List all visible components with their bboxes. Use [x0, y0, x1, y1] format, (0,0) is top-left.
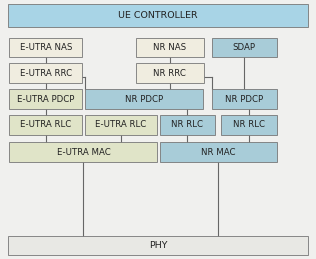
Text: NR MAC: NR MAC: [201, 148, 235, 157]
FancyBboxPatch shape: [9, 89, 82, 109]
Text: NR RRC: NR RRC: [153, 69, 186, 78]
Text: E-UTRA RLC: E-UTRA RLC: [20, 120, 71, 130]
FancyBboxPatch shape: [8, 236, 308, 255]
FancyBboxPatch shape: [85, 115, 157, 135]
Text: NR PDCP: NR PDCP: [225, 95, 263, 104]
Text: NR RLC: NR RLC: [233, 120, 265, 130]
FancyBboxPatch shape: [136, 63, 204, 83]
FancyBboxPatch shape: [212, 89, 276, 109]
Text: E-UTRA NAS: E-UTRA NAS: [20, 43, 72, 52]
FancyBboxPatch shape: [9, 115, 82, 135]
FancyBboxPatch shape: [136, 38, 204, 57]
FancyBboxPatch shape: [9, 38, 82, 57]
Text: UE CONTROLLER: UE CONTROLLER: [118, 11, 198, 20]
Text: PHY: PHY: [149, 241, 167, 250]
Text: E-UTRA RLC: E-UTRA RLC: [95, 120, 147, 130]
FancyBboxPatch shape: [9, 142, 157, 162]
Text: NR RLC: NR RLC: [171, 120, 203, 130]
Text: E-UTRA MAC: E-UTRA MAC: [57, 148, 110, 157]
Text: E-UTRA PDCP: E-UTRA PDCP: [17, 95, 75, 104]
FancyBboxPatch shape: [9, 63, 82, 83]
FancyBboxPatch shape: [8, 4, 308, 27]
FancyBboxPatch shape: [221, 115, 276, 135]
FancyBboxPatch shape: [160, 115, 215, 135]
Text: NR PDCP: NR PDCP: [125, 95, 163, 104]
FancyBboxPatch shape: [212, 38, 276, 57]
Text: E-UTRA RRC: E-UTRA RRC: [20, 69, 72, 78]
Text: NR NAS: NR NAS: [153, 43, 186, 52]
Text: SDAP: SDAP: [233, 43, 256, 52]
FancyBboxPatch shape: [160, 142, 276, 162]
FancyBboxPatch shape: [85, 89, 203, 109]
